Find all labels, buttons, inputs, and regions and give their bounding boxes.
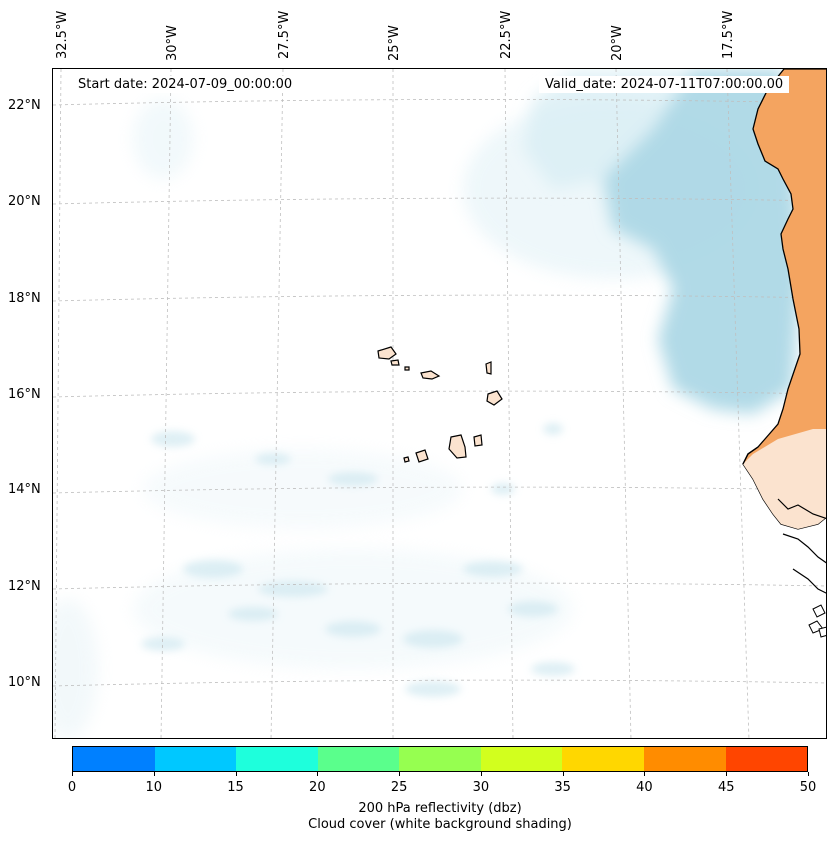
cloud-band — [523, 69, 801, 414]
island-santa-luzia — [404, 366, 410, 371]
map-svg — [53, 69, 826, 738]
colorbar-title: 200 hPa reflectivity (dbz) Cloud cover (… — [0, 801, 837, 833]
cape-verde-islands — [377, 346, 503, 463]
map-canvas[interactable] — [52, 68, 827, 739]
colorbar-tick-label: 45 — [717, 780, 735, 795]
island-santiago — [448, 434, 467, 459]
colorbar-segment-2 — [236, 747, 318, 771]
lon-label-25w: 25°W — [387, 25, 402, 61]
island-santo-antao — [377, 346, 397, 360]
colorbar-segment-5 — [480, 747, 563, 771]
colorbar-tick-label: 35 — [554, 780, 571, 795]
island-brava — [403, 456, 410, 463]
lat-label-12n: 12°N — [8, 579, 41, 594]
lat-label-18n: 18°N — [8, 291, 41, 306]
island-maio — [473, 434, 483, 447]
lon-label-20w: 20°W — [610, 25, 625, 61]
lat-label-20n: 20°N — [8, 194, 41, 209]
colorbar-tickmark — [562, 772, 564, 776]
colorbar-title-line1: 200 hPa reflectivity (dbz) — [358, 801, 522, 816]
colorbar-tickmark — [317, 772, 319, 776]
colorbar-tickmark — [235, 772, 237, 776]
lon-label-32-5w: 32.5°W — [55, 10, 70, 59]
colorbar-tickmark — [726, 772, 728, 776]
lat-label-10n: 10°N — [8, 675, 41, 690]
africa-land — [742, 69, 826, 638]
colorbar-tick-label: 30 — [472, 780, 490, 795]
colorbar-tick-label: 15 — [227, 780, 244, 795]
colorbar-tickmark — [480, 772, 482, 776]
colorbar-tick-label: 50 — [799, 780, 817, 795]
colorbar-tickmark — [808, 772, 809, 776]
colorbar-segment-0 — [73, 747, 155, 771]
colorbar-segment-7 — [643, 747, 726, 771]
colorbar-segment-3 — [317, 747, 400, 771]
colorbar-tickmark — [399, 772, 401, 776]
colorbar-tickmark — [644, 772, 646, 776]
colorbar-tick-label: 25 — [390, 780, 408, 795]
island-sao-vicente — [390, 359, 400, 366]
colorbar-tick-label: 0 — [67, 780, 77, 795]
island-sao-nicolau — [420, 370, 441, 380]
island-sal — [485, 361, 492, 375]
island-boa-vista — [486, 390, 503, 406]
colorbar-tick-label: 40 — [636, 780, 653, 795]
colorbar-tickmark — [72, 772, 73, 776]
lat-label-22n: 22°N — [8, 98, 41, 113]
island-fogo — [415, 449, 429, 463]
colorbar-segment-8 — [725, 747, 808, 771]
lon-label-22-5w: 22.5°W — [499, 10, 514, 59]
lat-label-14n: 14°N — [8, 482, 41, 497]
colorbar-tick-label: 20 — [309, 780, 326, 795]
colorbar-segment-4 — [399, 747, 481, 771]
colorbar-tick-label: 10 — [145, 780, 163, 795]
start-date-label: Start date: 2024-07-09_00:00:00 — [72, 76, 299, 93]
colorbar-segment-1 — [154, 747, 237, 771]
colorbar-tickmark — [153, 772, 155, 776]
lon-label-27-5w: 27.5°W — [277, 10, 292, 59]
colorbar-segment-6 — [562, 747, 644, 771]
valid-date-label: Valid_date: 2024-07-11T07:00:00.00 — [539, 76, 790, 93]
graticule — [53, 69, 826, 738]
lon-label-17-5w: 17.5°W — [721, 10, 736, 59]
lon-label-30w: 30°W — [165, 25, 180, 61]
lat-label-16n: 16°N — [8, 387, 41, 402]
colorbar — [72, 746, 808, 772]
colorbar-title-line2: Cloud cover (white background shading) — [308, 817, 572, 832]
cloud-cells — [141, 423, 575, 697]
